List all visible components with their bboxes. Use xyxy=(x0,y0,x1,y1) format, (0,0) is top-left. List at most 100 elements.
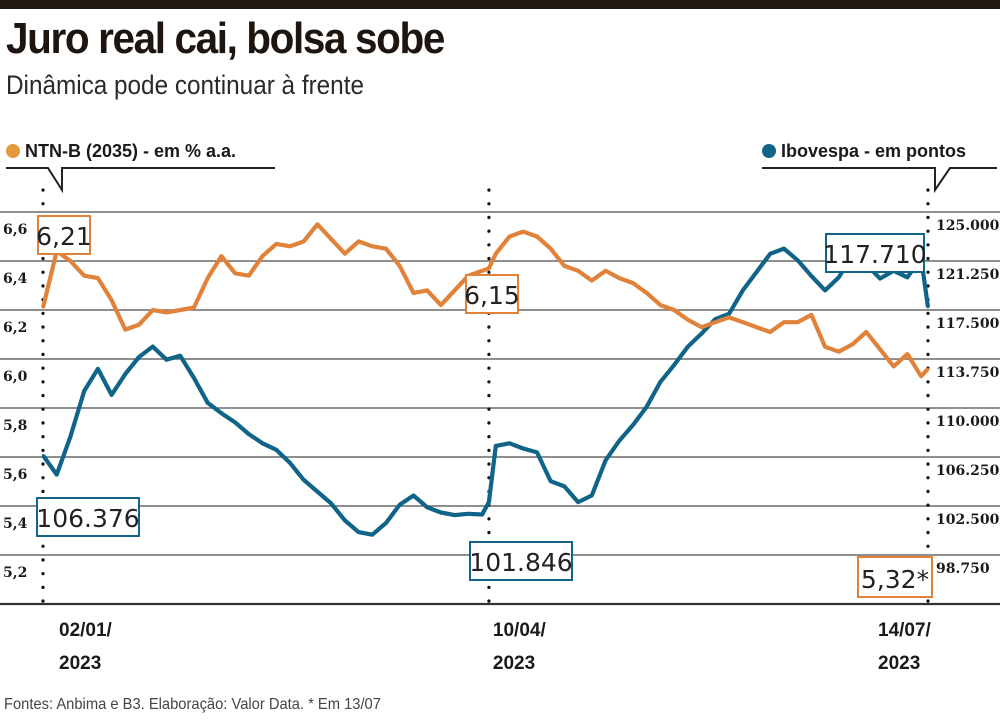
data-point-ibovespa xyxy=(494,444,497,448)
data-point-ntnb xyxy=(487,267,491,270)
data-point-ntnb xyxy=(563,264,566,268)
data-point-ibovespa xyxy=(398,503,401,506)
y-right-tick-label: 102.500 xyxy=(936,512,1000,528)
data-point-ntnb xyxy=(851,343,854,346)
y-right-tick-label: 117.500 xyxy=(936,316,1000,332)
data-point-ntnb xyxy=(522,230,525,233)
data-point-ntnb xyxy=(741,321,744,324)
data-point-ibovespa xyxy=(755,270,758,274)
data-point-ibovespa xyxy=(823,289,827,292)
data-point-ibovespa xyxy=(563,485,566,488)
data-point-ibovespa xyxy=(590,494,594,497)
data-point-ibovespa xyxy=(165,358,168,361)
data-point-ntnb xyxy=(810,313,813,317)
data-point-ibovespa xyxy=(82,389,86,393)
legend-dot-ibov xyxy=(762,144,776,158)
data-point-ibovespa xyxy=(645,405,648,408)
data-point-ntnb xyxy=(892,365,895,368)
data-point-ibovespa xyxy=(810,274,813,278)
y-right-tick-label: 106.250 xyxy=(936,463,1000,479)
callout-label: 106.376 xyxy=(36,504,139,533)
data-point-ntnb xyxy=(247,274,251,277)
data-point-ntnb xyxy=(672,308,676,312)
data-point-ibovespa xyxy=(261,442,264,445)
y-right-tick-label: 121.250 xyxy=(936,267,1000,283)
x-tick-label-year: 2023 xyxy=(59,653,101,674)
y-right-tick-label: 98.750 xyxy=(936,561,990,577)
data-point-ibovespa xyxy=(357,530,360,534)
data-point-ibovespa xyxy=(618,439,621,442)
data-point-ntnb xyxy=(865,330,868,334)
callout-label: 101.846 xyxy=(469,548,572,577)
y-right-tick-label: 110.000 xyxy=(936,414,1000,430)
data-point-ntnb xyxy=(357,240,360,243)
data-point-ntnb xyxy=(700,325,703,329)
legend-dot-ntnb xyxy=(6,144,20,158)
data-point-ibovespa xyxy=(412,494,415,497)
legend-ntnb: NTN-B (2035) - em % a.a. xyxy=(6,141,236,162)
y-left-tick-label: 5,6 xyxy=(3,467,27,483)
callout-label: 6,15 xyxy=(464,281,520,310)
data-point-ntnb xyxy=(576,269,580,272)
data-point-ntnb xyxy=(261,254,264,258)
legend-pointers xyxy=(6,167,997,194)
data-point-ibovespa xyxy=(659,380,662,384)
data-point-ntnb xyxy=(220,254,223,258)
data-point-ntnb xyxy=(329,237,333,241)
data-point-ntnb xyxy=(755,325,758,329)
data-point-ibovespa xyxy=(508,442,511,445)
data-point-ibovespa xyxy=(686,345,690,348)
chart-subtitle: Dinâmica pode continuar à frente xyxy=(6,70,364,100)
data-point-ntnb xyxy=(288,245,292,248)
data-point-ntnb xyxy=(425,289,429,292)
data-point-ibovespa xyxy=(371,533,374,536)
data-point-ibovespa xyxy=(302,478,305,482)
data-point-ibovespa xyxy=(453,513,456,517)
data-point-ntnb xyxy=(604,269,607,272)
data-point-ibovespa xyxy=(96,367,100,370)
data-point-ibovespa xyxy=(604,459,607,462)
legend-label-ntnb: NTN-B (2035) - em % a.a. xyxy=(25,141,237,161)
callout-box xyxy=(825,233,925,273)
data-point-ntnb xyxy=(494,252,497,255)
data-point-ibovespa xyxy=(137,355,141,359)
data-point-ntnb xyxy=(151,308,154,312)
data-point-ntnb xyxy=(275,242,278,246)
callout-label: 117.710 xyxy=(823,240,926,269)
data-point-ibovespa xyxy=(206,401,209,404)
data-point-ntnb xyxy=(590,279,594,282)
data-point-ntnb xyxy=(645,291,648,295)
data-point-ibovespa xyxy=(69,435,72,438)
legend-label-ibov: Ibovespa - em pontos xyxy=(781,141,967,161)
data-point-ntnb xyxy=(206,276,209,280)
data-point-ntnb xyxy=(919,374,923,378)
data-point-ibovespa xyxy=(535,451,539,454)
data-point-ntnb xyxy=(618,276,621,280)
data-point-ntnb xyxy=(69,259,72,263)
data-point-ntnb xyxy=(769,330,772,334)
data-point-ntnb xyxy=(110,299,113,302)
data-point-ntnb xyxy=(439,303,443,307)
data-point-ibovespa xyxy=(522,447,525,450)
data-point-ntnb xyxy=(165,311,168,314)
y-left-tick-label: 5,4 xyxy=(3,516,28,532)
data-point-ntnb xyxy=(96,276,100,280)
y-right-tick-label: 113.750 xyxy=(936,365,1000,381)
data-point-ibovespa xyxy=(425,506,429,509)
data-point-ntnb xyxy=(837,350,841,353)
data-point-ntnb xyxy=(714,321,717,324)
data-point-ibovespa xyxy=(220,412,223,415)
data-point-ntnb xyxy=(343,252,347,255)
data-point-ntnb xyxy=(906,352,909,356)
data-point-ntnb xyxy=(823,345,827,348)
data-point-ntnb xyxy=(398,264,401,268)
y-left-tick-label: 6,2 xyxy=(3,320,27,336)
data-point-ibovespa xyxy=(549,479,552,483)
data-point-ibovespa xyxy=(151,345,154,348)
data-point-ibovespa xyxy=(782,247,786,250)
data-point-ibovespa xyxy=(329,502,333,505)
data-point-ibovespa xyxy=(714,317,717,321)
data-point-ntnb xyxy=(137,323,141,326)
data-point-ibovespa xyxy=(631,423,635,427)
